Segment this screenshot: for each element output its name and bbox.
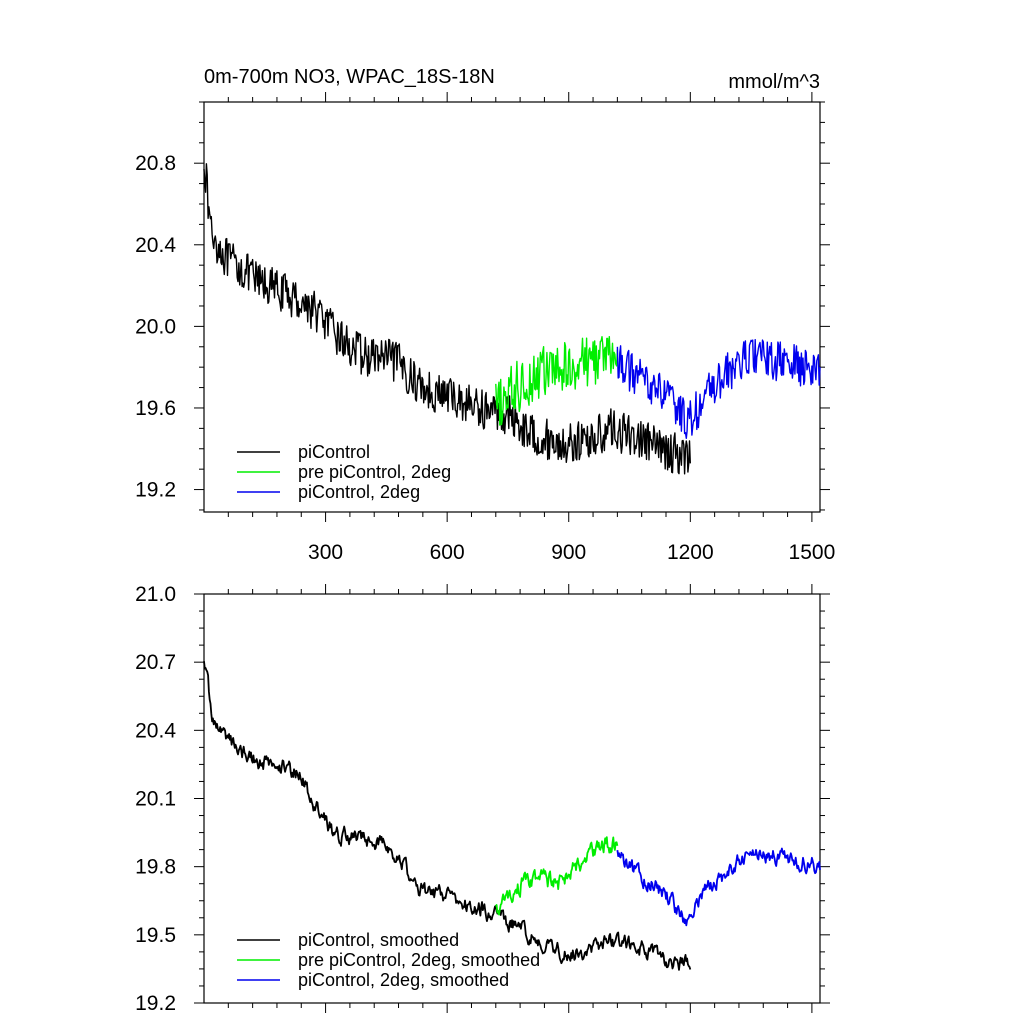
- series-line: [616, 339, 821, 439]
- legend-label: piControl: [298, 442, 370, 462]
- legend-label: pre piControl, 2deg: [298, 462, 451, 482]
- series-line: [203, 163, 691, 475]
- y-tick-label: 19.5: [135, 924, 176, 947]
- series-line: [495, 336, 619, 426]
- y-tick-label: 19.2: [135, 479, 176, 502]
- legend-label: piControl, 2deg: [298, 482, 420, 502]
- y-tick-label: 20.1: [135, 788, 176, 811]
- y-tick-label: 20.8: [135, 152, 176, 175]
- y-tick-label: 20.0: [135, 315, 176, 338]
- y-tick-label: 21.0: [135, 583, 176, 606]
- legend-label: pre piControl, 2deg, smoothed: [298, 950, 540, 970]
- bottom-series-group: [203, 661, 821, 971]
- y-tick-label: 20.4: [135, 719, 176, 742]
- series-line: [203, 661, 692, 971]
- plot-frame: [203, 593, 821, 1004]
- top-series-group: [203, 163, 821, 475]
- x-tick-label: 300: [308, 541, 343, 564]
- x-tick-label: 600: [430, 541, 465, 564]
- top-axes: 300 600 900 1200 1500 19.2 19.6 20.0 20.4 20.8: [135, 92, 835, 564]
- chart-title: 0m-700m NO3, WPAC_18S-18N: [204, 66, 495, 88]
- series-line: [495, 836, 619, 916]
- units-label: mmol/m^3: [728, 71, 820, 93]
- y-tick-label: 20.4: [135, 234, 176, 257]
- x-tick-label: 900: [551, 541, 586, 564]
- legend-label: piControl, smoothed: [298, 930, 459, 950]
- y-tick-label: 19.2: [135, 992, 176, 1015]
- series-line: [616, 847, 821, 927]
- legend-label: piControl, 2deg, smoothed: [298, 970, 509, 990]
- y-tick-label: 19.6: [135, 397, 176, 420]
- y-tick-label: 19.8: [135, 856, 176, 879]
- bottom-panel: 19.2 19.5 19.8 20.1 20.4 20.7 21.0 piControl, …: [135, 583, 830, 1015]
- y-tick-label: 20.7: [135, 651, 176, 674]
- plot-frame: [203, 101, 821, 513]
- bottom-axes: 19.2 19.5 19.8 20.1 20.4 20.7 21.0: [135, 583, 830, 1015]
- x-tick-label: 1200: [667, 541, 714, 564]
- top-panel: 0m-700m NO3, WPAC_18S-18N mmol/m^3 300 60…: [135, 66, 835, 564]
- x-tick-label: 1500: [789, 541, 836, 564]
